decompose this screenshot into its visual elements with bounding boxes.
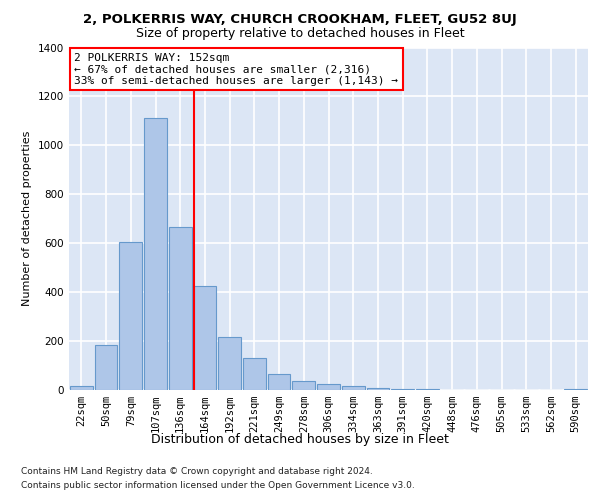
Bar (564, 389, 587, 390)
Bar (95, 344, 118, 390)
Text: Distribution of detached houses by size in Fleet: Distribution of detached houses by size … (151, 432, 449, 446)
Bar (391, 389, 414, 390)
Text: Contains public sector information licensed under the Open Government Licence v3: Contains public sector information licen… (21, 481, 415, 490)
Bar (268, 374, 290, 390)
Bar (194, 286, 216, 390)
Bar (317, 384, 340, 390)
Bar (292, 382, 315, 390)
Bar (70, 386, 93, 390)
Bar (144, 118, 167, 390)
Bar (367, 388, 389, 390)
Bar (119, 242, 142, 390)
Bar (342, 386, 365, 390)
Text: 2, POLKERRIS WAY, CHURCH CROOKHAM, FLEET, GU52 8UJ: 2, POLKERRIS WAY, CHURCH CROOKHAM, FLEET… (83, 12, 517, 26)
Bar (218, 338, 241, 390)
Text: Size of property relative to detached houses in Fleet: Size of property relative to detached ho… (136, 28, 464, 40)
Bar (243, 358, 266, 390)
Text: 2 POLKERRIS WAY: 152sqm
← 67% of detached houses are smaller (2,316)
33% of semi: 2 POLKERRIS WAY: 152sqm ← 67% of detache… (74, 52, 398, 86)
Bar (169, 228, 191, 390)
Y-axis label: Number of detached properties: Number of detached properties (22, 131, 32, 306)
Text: Contains HM Land Registry data © Crown copyright and database right 2024.: Contains HM Land Registry data © Crown c… (21, 468, 373, 476)
